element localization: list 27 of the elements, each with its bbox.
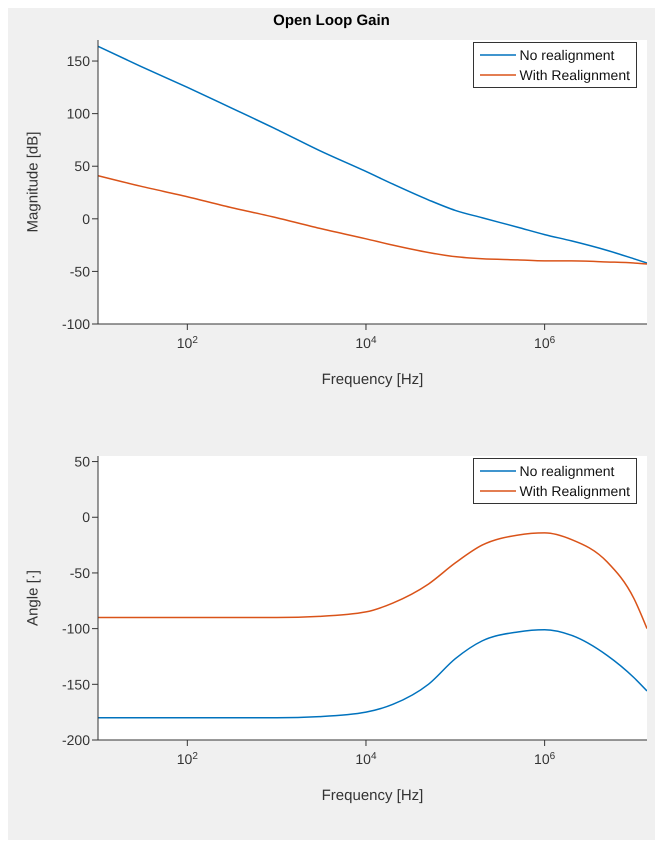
y-tick-label: -200 — [62, 732, 90, 748]
y-tick-label: 100 — [66, 106, 90, 122]
y-tick-label: 50 — [74, 454, 90, 470]
legend-label: With Realignment — [520, 482, 630, 501]
y-axis-title: Angle [·] — [24, 570, 42, 626]
x-tick-label: 10$^{4}$ — [355, 334, 377, 351]
x-tick-label: 10$^{4}$ — [355, 750, 377, 767]
y-axis-title: Magnitude [dB] — [24, 132, 42, 232]
x-axis-title: Frequency [Hz] — [322, 371, 424, 388]
y-tick-label: 0 — [82, 210, 90, 227]
y-tick-label: -50 — [70, 263, 90, 280]
legend-label: No realignment — [520, 462, 614, 481]
x-tick-label: 10$^{2}$ — [176, 750, 198, 767]
legend-label: With Realignment — [520, 66, 630, 85]
y-tick-label: -50 — [70, 564, 90, 581]
y-tick-label: 150 — [66, 53, 90, 70]
legend-label: No realignment — [520, 46, 614, 65]
y-tick-label: 50 — [74, 158, 90, 174]
y-tick-label: -100 — [62, 620, 90, 637]
y-tick-label: -150 — [62, 676, 90, 692]
y-tick-label: 0 — [82, 509, 90, 526]
x-axis-title: Frequency [Hz] — [322, 787, 424, 804]
x-tick-label: 10$^{6}$ — [534, 750, 556, 767]
x-tick-label: 10$^{2}$ — [176, 334, 198, 351]
y-tick-label: -100 — [62, 316, 90, 332]
chart-title: Open Loop Gain — [272, 11, 391, 31]
x-tick-label: 10$^{6}$ — [534, 334, 556, 351]
